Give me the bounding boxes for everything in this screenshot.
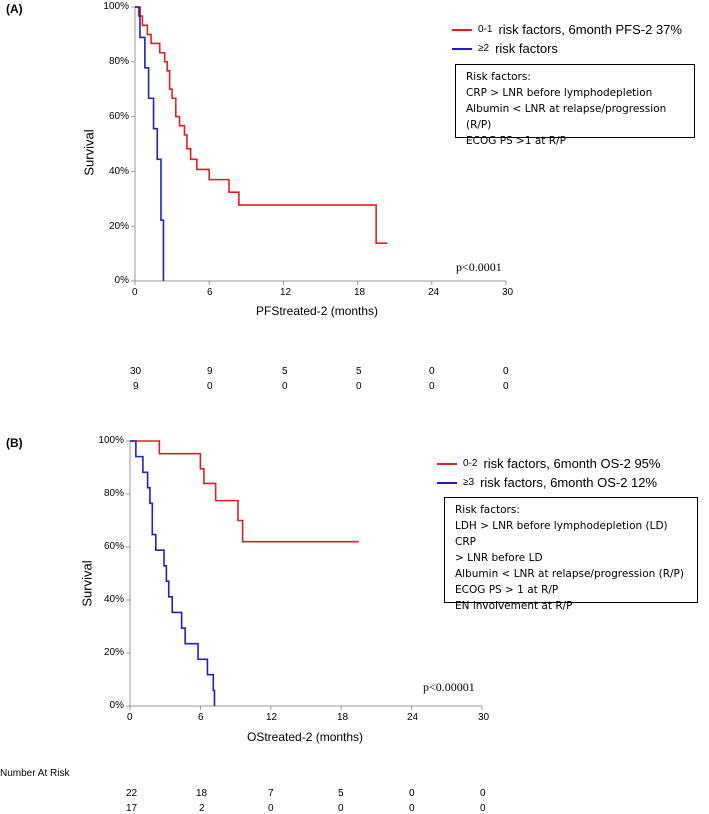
panel-b-xtick: 6 [198, 712, 204, 723]
panel-b-legend-item: ≥3 risk factors, 6month OS-2 12% [437, 475, 657, 490]
panel-a-ytick: 20% [108, 221, 129, 232]
panel-b-xtick: 0 [127, 712, 133, 723]
nar-cell: 0 [429, 366, 435, 377]
panel-a-ytick: 100% [103, 1, 129, 12]
panel-b-risk-factors-box: Risk factors: LDH > LNR before lymphodep… [444, 497, 698, 612]
risk-line: CRP > LNR before lymphodepletion [466, 87, 653, 99]
panel-a-series-red-curve [135, 6, 388, 244]
nar-cell: 30 [130, 366, 142, 377]
legend-line-red [452, 28, 472, 31]
panel-b-ytick: 100% [98, 435, 124, 446]
nar-cell: 0 [480, 788, 486, 799]
nar-cell: 0 [338, 803, 344, 814]
panel-a-label: (A) [6, 2, 23, 16]
nar-cell: 2 [199, 803, 205, 814]
panel-b-series-red-curve [130, 440, 359, 543]
nar-cell: 5 [282, 366, 288, 377]
legend-code: ≥2 [478, 43, 490, 54]
panel-b-ytick: 80% [103, 488, 124, 499]
nar-cell: 0 [503, 381, 509, 392]
risk-line: Albumin < LNR at relapse/progression (R/… [455, 568, 684, 580]
nar-cell: 0 [503, 366, 509, 377]
nar-cell: 17 [126, 803, 138, 814]
panel-b-xlabel: OStreated-2 (months) [247, 730, 364, 744]
panel-b-ytick: 0% [109, 700, 124, 711]
nar-cell: 22 [126, 788, 138, 799]
legend-code: 0-2 [463, 458, 478, 469]
panel-a-xtick: 12 [280, 287, 292, 298]
nar-cell: 0 [429, 381, 435, 392]
nar-cell: 0 [409, 788, 415, 799]
panel-b-xtick: 24 [407, 712, 419, 723]
risk-line: LDH > LNR before lymphodepletion (LD) CR… [455, 520, 668, 548]
panel-a-xtick: 0 [132, 287, 138, 298]
panel-a-ytick: 0% [114, 275, 129, 286]
risk-line: Albumin < LNR at relapse/progression (R/… [466, 103, 667, 131]
risk-line: EN involvement at R/P [455, 600, 573, 612]
panel-b-legend-item: 0-2 risk factors, 6month OS-2 95% [437, 456, 660, 471]
legend-line-blue [437, 481, 457, 484]
panel-a-xlabel: PFStreated-2 (months) [256, 304, 379, 318]
panel-b-ytick: 20% [103, 647, 124, 658]
nar-cell: 5 [356, 366, 362, 377]
panel-b-ytick: 60% [103, 541, 124, 552]
panel-b-ytick: 40% [103, 594, 124, 605]
panel-a-xtick: 30 [502, 287, 514, 298]
nar-cell: 9 [207, 366, 213, 377]
nar-cell: 0 [268, 803, 274, 814]
legend-code: ≥3 [463, 477, 475, 488]
panel-a-ytick: 60% [108, 111, 129, 122]
panel-b-label: (B) [6, 436, 23, 450]
risk-line: ECOG PS >1 at R/P [466, 135, 566, 147]
nar-cell: 5 [338, 788, 344, 799]
panel-a-xtick: 6 [207, 287, 213, 298]
legend-text: risk factors, 6month OS-2 95% [483, 456, 661, 471]
nar-cell: 9 [133, 381, 139, 392]
panel-a-xtick: 18 [354, 287, 366, 298]
nar-cell: 0 [480, 803, 486, 814]
legend-code: 0-1 [478, 24, 493, 35]
panel-b-p-value: p<0.00001 [423, 680, 475, 694]
legend-text: risk factors, 6month OS-2 12% [480, 475, 658, 490]
legend-text: risk factors [495, 41, 558, 56]
panel-b-xtick: 30 [478, 712, 490, 723]
legend-line-red [437, 462, 457, 465]
legend-text: risk factors, 6month PFS-2 37% [498, 22, 682, 37]
panel-a-series-blue-curve [135, 6, 165, 281]
risk-line: > LNR before LD [455, 552, 543, 564]
nar-cell: 0 [207, 381, 213, 392]
panel-a-legend-item: ≥2 risk factors [452, 41, 558, 56]
panel-b-xtick: 12 [266, 712, 278, 723]
panel-a-ytick: 80% [108, 56, 129, 67]
risk-line: Risk factors: [455, 504, 520, 516]
nar-cell: 0 [282, 381, 288, 392]
panel-a-legend-item: 0-1 risk factors, 6month PFS-2 37% [452, 22, 682, 37]
panel-b-series-blue-curve [130, 440, 216, 706]
panel-b-xtick: 18 [337, 712, 349, 723]
nar-cell: 0 [409, 803, 415, 814]
nar-cell: 7 [268, 788, 274, 799]
nar-cell: 0 [356, 381, 362, 392]
panel-b-number-at-risk-title: Number At Risk [0, 768, 70, 779]
nar-cell: 18 [196, 788, 208, 799]
panel-a-p-value: p<0.0001 [456, 260, 502, 274]
legend-line-blue [452, 47, 472, 50]
panel-a-risk-factors-box: Risk factors: CRP > LNR before lymphodep… [455, 64, 695, 147]
risk-line: Risk factors: [466, 71, 531, 83]
panel-a-xtick: 24 [428, 287, 440, 298]
panel-a-ytick: 40% [108, 166, 129, 177]
risk-line: ECOG PS > 1 at R/P [455, 584, 559, 596]
